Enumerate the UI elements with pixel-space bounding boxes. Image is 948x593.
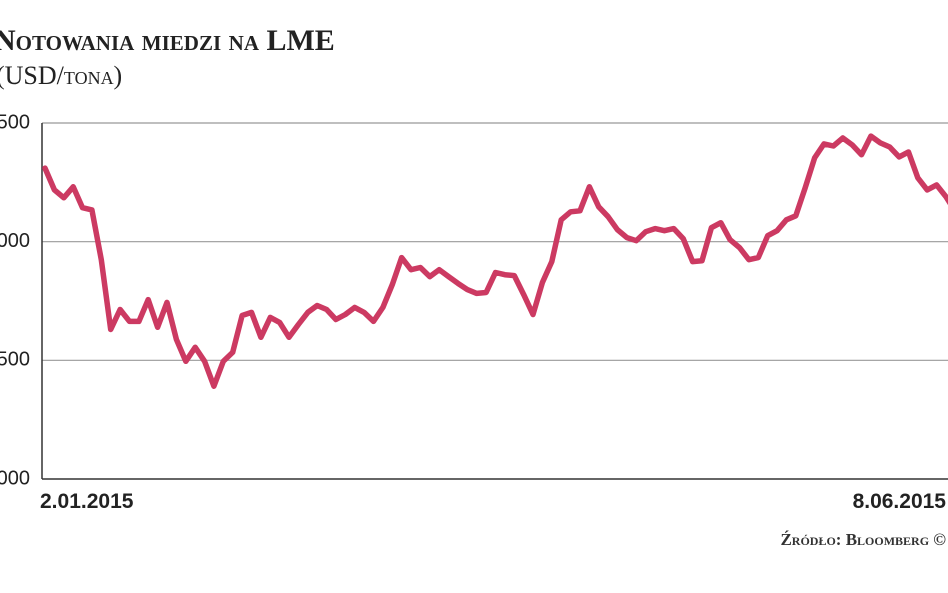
y-tick-label: 6000: [0, 230, 30, 252]
x-tick-label: 2.01.2015: [40, 490, 134, 513]
x-tick-label: 8.06.2015: [853, 490, 947, 513]
y-tick-label: 6500: [0, 111, 30, 133]
source-note: Źródło: Bloomberg ©: [780, 530, 946, 549]
y-tick-label: 5500: [0, 349, 30, 371]
chart-title: Notowania miedzi na LME: [0, 24, 335, 57]
series-line: [42, 133, 948, 389]
chart-subtitle: (USD/tona): [0, 61, 122, 90]
